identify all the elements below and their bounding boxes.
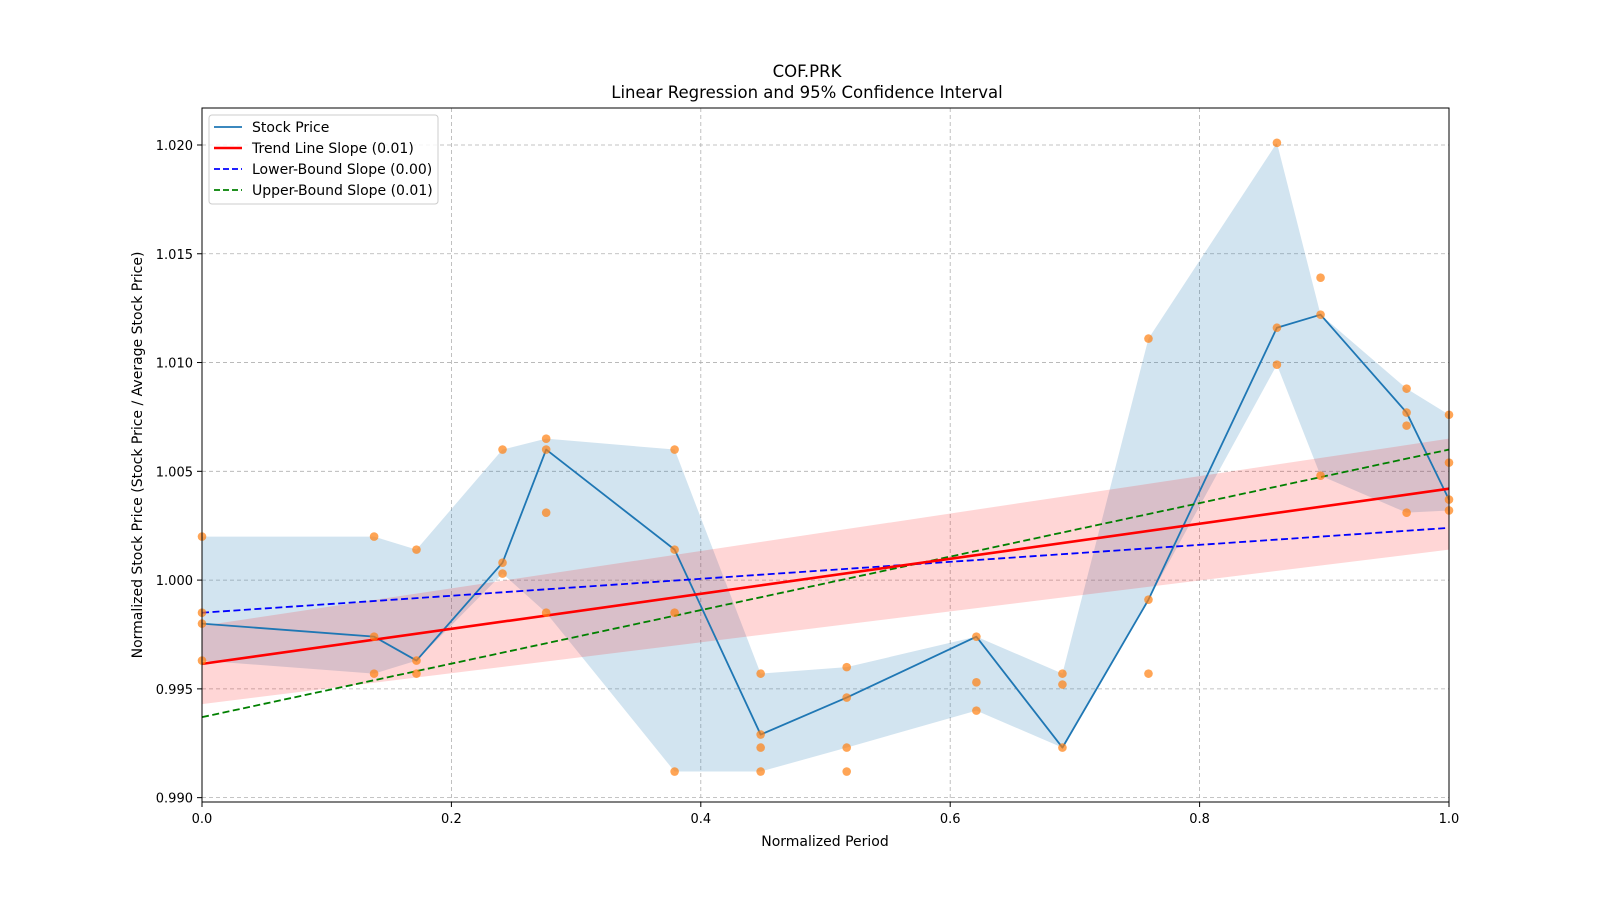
price-point <box>541 608 551 618</box>
price-point <box>1316 471 1325 480</box>
price-point <box>842 693 851 702</box>
y-axis-label: Normalized Stock Price (Stock Price / Av… <box>130 252 146 659</box>
x-tick-label: 0.0 <box>192 812 213 827</box>
legend: Stock Price Trend Line Slope (0.01) Lowe… <box>208 114 439 205</box>
price-point <box>1272 138 1282 148</box>
grid <box>201 108 1450 802</box>
price-point <box>972 678 981 687</box>
legend-box <box>208 114 439 205</box>
price-point <box>842 662 851 672</box>
confidence-bands <box>202 142 1449 772</box>
price-point <box>412 545 421 554</box>
price-point <box>670 445 679 454</box>
stock-price-band <box>202 142 1449 772</box>
price-point <box>498 569 507 578</box>
upper-bound-line <box>201 448 1450 719</box>
y-tick-label: 1.010 <box>156 357 193 372</box>
chart-title: COF.PRK <box>773 62 843 81</box>
price-point <box>972 706 981 715</box>
price-point <box>1402 408 1411 417</box>
price-point <box>369 532 379 541</box>
trend-line <box>201 487 1450 666</box>
price-point <box>541 434 551 443</box>
x-axis-label: Normalized Period <box>761 834 889 850</box>
price-point <box>972 632 981 641</box>
price-point <box>1316 273 1325 282</box>
series-lines <box>201 313 1450 749</box>
price-point <box>541 508 551 517</box>
price-point <box>412 669 421 678</box>
price-point <box>541 445 551 454</box>
price-point <box>1058 669 1067 678</box>
price-point <box>1144 334 1153 343</box>
scatter-points <box>197 138 1454 776</box>
price-point <box>1058 680 1067 689</box>
price-point <box>1402 421 1411 430</box>
price-point <box>1272 323 1282 333</box>
price-point <box>756 767 765 776</box>
price-point <box>498 558 507 567</box>
y-tick-label: 1.000 <box>156 574 193 589</box>
y-tick-label: 0.995 <box>156 683 193 698</box>
price-point <box>1272 360 1282 370</box>
plot-frame <box>201 107 1450 803</box>
price-point <box>670 767 679 776</box>
x-tick-label: 0.2 <box>441 812 462 827</box>
price-point <box>756 730 765 739</box>
price-point <box>1402 508 1411 517</box>
legend-label-upper-bound: Upper-Bound Slope (0.01) <box>252 183 433 199</box>
price-point <box>1402 384 1411 393</box>
price-point <box>1058 743 1067 752</box>
price-point <box>1144 669 1153 678</box>
y-tick-label: 1.015 <box>156 248 193 263</box>
price-point <box>412 656 421 665</box>
x-tick-label: 1.0 <box>1439 812 1460 827</box>
price-point <box>670 608 679 618</box>
y-tick-label: 1.020 <box>156 139 193 154</box>
price-point <box>498 445 507 454</box>
chart-subtitle: Linear Regression and 95% Confidence Int… <box>611 83 1002 102</box>
price-point <box>1316 310 1325 319</box>
price-point <box>756 743 765 752</box>
x-axis-ticks: 0.0 0.2 0.4 0.6 0.8 1.0 <box>192 802 1460 827</box>
price-point <box>369 632 379 641</box>
price-point <box>670 545 679 554</box>
price-point <box>1144 595 1153 604</box>
x-tick-label: 0.4 <box>690 812 711 827</box>
legend-label-lower-bound: Lower-Bound Slope (0.00) <box>252 162 432 178</box>
legend-label-stock-price: Stock Price <box>252 120 329 136</box>
trend-confidence-band <box>202 438 1449 705</box>
price-point <box>369 669 379 678</box>
y-tick-label: 0.990 <box>156 792 193 807</box>
lower-bound-line <box>201 526 1450 614</box>
price-point <box>842 767 851 776</box>
price-point <box>756 669 765 678</box>
y-tick-label: 1.005 <box>156 465 193 480</box>
y-axis-ticks: 0.990 0.995 1.000 1.005 1.010 1.015 1.020 <box>156 139 202 807</box>
x-tick-label: 0.8 <box>1189 812 1210 827</box>
legend-label-trend-line: Trend Line Slope (0.01) <box>251 141 414 157</box>
x-tick-label: 0.6 <box>940 812 961 827</box>
price-point <box>842 743 851 752</box>
